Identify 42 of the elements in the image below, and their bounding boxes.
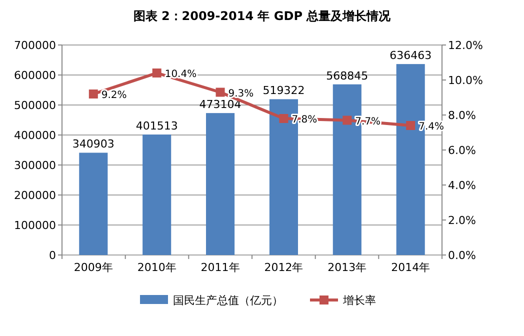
y-tick-label: 300000 xyxy=(14,159,56,172)
legend-label: 增长率 xyxy=(342,294,376,307)
point xyxy=(88,90,98,98)
y-tick-label: 100000 xyxy=(14,219,56,232)
data-label: 568845 xyxy=(326,69,368,82)
y-tick-label: 600000 xyxy=(14,69,56,82)
y2-tick-label: 0.0% xyxy=(448,249,476,262)
y2-tick-label: 12.0% xyxy=(448,39,483,52)
x-tick-label: 2011年 xyxy=(200,261,240,274)
bar xyxy=(206,113,235,255)
y2-tick-label: 8.0% xyxy=(448,109,476,122)
point xyxy=(406,121,416,130)
data-label: 9.2% xyxy=(101,90,127,101)
y-tick-label: 500000 xyxy=(14,99,56,112)
x-tick-label: 2013年 xyxy=(328,261,367,274)
y2-tick-label: 10.0% xyxy=(448,74,483,87)
data-label: 10.4% xyxy=(164,69,197,80)
point xyxy=(342,116,352,125)
point xyxy=(152,68,162,78)
data-label: 636463 xyxy=(390,49,432,62)
y2-tick-label: 2.0% xyxy=(448,214,476,227)
data-label: 340903 xyxy=(72,138,114,151)
chart-title: 图表 2：2009-2014 年 GDP 总量及增长情况 xyxy=(133,9,392,23)
legend-label: 国民生产总值（亿元） xyxy=(173,294,283,307)
data-label: 9.3% xyxy=(228,88,254,100)
bar xyxy=(142,134,172,255)
data-label: 401513 xyxy=(136,120,178,133)
point xyxy=(279,114,288,123)
x-tick-label: 2009年 xyxy=(74,261,113,274)
x-tick-label: 2014年 xyxy=(391,261,430,274)
y2-tick-label: 6.0% xyxy=(448,144,476,157)
bar xyxy=(79,152,108,255)
y2-tick-label: 4.0% xyxy=(448,179,476,192)
data-label: 473104 xyxy=(199,98,242,112)
y-tick-label: 200000 xyxy=(14,189,56,202)
data-label: 519322 xyxy=(262,84,305,98)
y-tick-label: 0 xyxy=(49,249,56,262)
x-tick-label: 2010年 xyxy=(137,261,176,274)
y-tick-label: 400000 xyxy=(14,129,56,142)
x-tick-label: 2012年 xyxy=(264,261,304,274)
point xyxy=(216,88,225,97)
y-tick-label: 700000 xyxy=(14,39,56,52)
